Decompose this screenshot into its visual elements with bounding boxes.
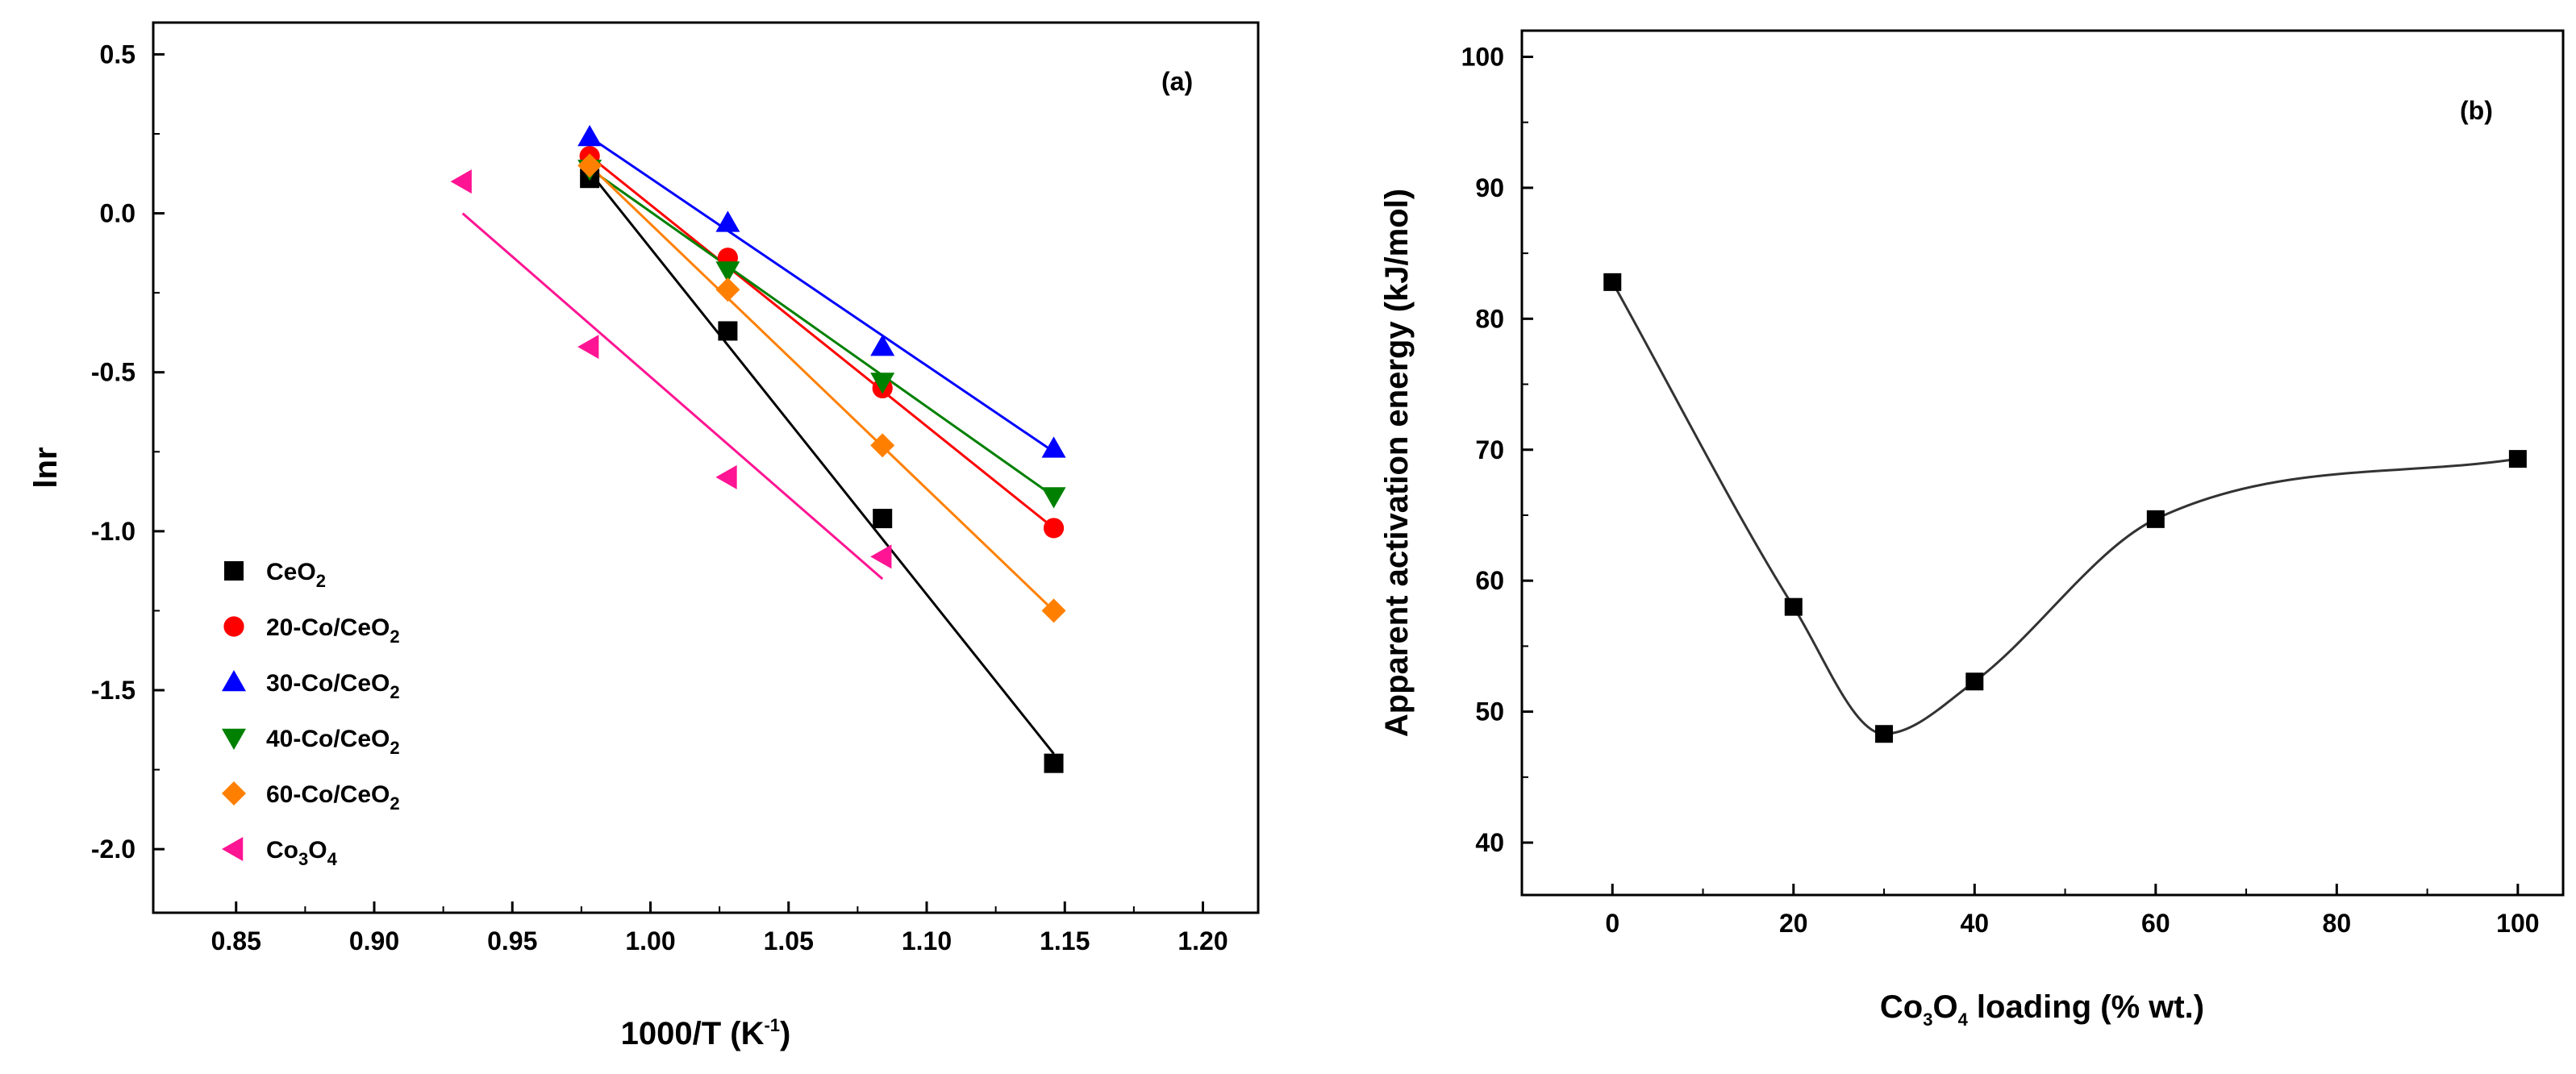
panel-b-x-tick-label: 0: [1605, 909, 1619, 938]
data-point: [2508, 450, 2527, 468]
data-point: [1875, 725, 1894, 743]
panel-b-plot-frame: [1520, 29, 2565, 897]
panel-b-x-tick-label: 40: [1961, 909, 1990, 938]
panel-a-fit-lines: [461, 135, 1055, 755]
panel-a-arrhenius-plot: 0.85 0.90 0.95 1.00 1.05 1.10 1.15 1.20 0.5 0.0 -0…: [28, 21, 1260, 1051]
legend-marker: [224, 561, 244, 581]
data-point: [1784, 597, 1803, 616]
legend-entry: 40-Co/CeO2: [266, 726, 400, 758]
legend-marker: [222, 728, 246, 750]
panel-b-curve: [1611, 281, 2519, 735]
panel-b-data-points: [1603, 273, 2527, 743]
panel-a-x-tick-label: 0.95: [487, 926, 537, 955]
fit-line: [461, 212, 884, 581]
data-point: [873, 509, 893, 529]
data-point: [2146, 510, 2165, 528]
legend-entry: 30-Co/CeO2: [266, 670, 400, 702]
series-curve: [1611, 281, 2519, 735]
panel-b-y-tick-label: 50: [1475, 697, 1504, 726]
fit-line: [589, 155, 1055, 530]
data-point: [577, 335, 599, 360]
panel-b-x-tick-label: 20: [1779, 909, 1808, 938]
panel-a-x-tick-label: 1.00: [625, 926, 675, 955]
data-point: [870, 433, 895, 458]
data-point: [1044, 753, 1064, 773]
panel-b-label: (b): [2460, 96, 2493, 125]
panel-a-y-tick-label: -1.5: [91, 676, 135, 705]
panel-a-y-tick-label: -2.0: [91, 835, 135, 864]
data-point: [1041, 436, 1066, 458]
fit-line: [589, 135, 1055, 453]
panel-b-y-tick-label: 100: [1461, 42, 1504, 71]
panel-a-legend: CeO2 20-Co/CeO2 30-Co/CeO2 40-Co/CeO2 60-Co/…: [222, 559, 400, 869]
fit-line: [589, 168, 1055, 497]
data-point: [577, 153, 602, 178]
panel-a-x-tick-label: 1.05: [764, 926, 814, 955]
panel-b-y-tick-label: 80: [1475, 304, 1504, 333]
data-point: [870, 335, 895, 356]
data-point: [718, 321, 738, 341]
panel-b-y-tick-label: 90: [1475, 173, 1504, 202]
legend-entry: Co3O4: [266, 837, 338, 869]
panel-a-x-tick-label: 1.20: [1178, 926, 1228, 955]
fit-line: [588, 171, 1055, 755]
data-point: [715, 210, 740, 232]
data-point: [1043, 518, 1065, 539]
panel-a-x-tick-label: 1.10: [902, 926, 952, 955]
panel-b-y-axis-title: Apparent activation energy (kJ/mol): [1379, 189, 1415, 737]
fit-line: [589, 164, 1055, 612]
panel-b-x-tick-label: 60: [2141, 909, 2170, 938]
panel-a-data-points: [450, 124, 1066, 773]
legend-marker: [222, 781, 246, 806]
panel-a-ticks: 0.85 0.90 0.95 1.00 1.05 1.10 1.15 1.20 0.5 0.0 -0…: [91, 40, 1228, 955]
data-point: [577, 124, 602, 147]
data-point: [715, 464, 737, 489]
panel-a-label: (a): [1161, 67, 1193, 96]
panel-a-y-tick-label: 0.0: [100, 199, 135, 228]
panel-a-x-tick-label: 0.90: [349, 926, 399, 955]
data-point: [870, 373, 895, 394]
panel-a-x-tick-label: 0.85: [211, 926, 261, 955]
data-point: [450, 169, 472, 194]
panel-b-x-tick-label: 80: [2323, 909, 2352, 938]
data-point: [1041, 598, 1066, 623]
panel-b-x-axis-title: Co3O4 loading (% wt.): [1880, 989, 2204, 1030]
panel-a-y-tick-label: 0.5: [100, 40, 135, 69]
panel-b-y-tick-label: 70: [1475, 435, 1504, 464]
panel-a-x-tick-label: 1.15: [1040, 926, 1090, 955]
panel-a-y-axis-title: lnr: [28, 447, 64, 488]
data-point: [1603, 273, 1622, 291]
legend-marker: [223, 616, 244, 637]
legend-entry: 60-Co/CeO2: [266, 781, 400, 814]
panel-b-activation-energy-plot: 0 20 40 60 80 100 40 50 60 70 80 90 100 (b) Apparent…: [1379, 29, 2565, 1030]
data-point: [1965, 672, 1984, 691]
legend-entry: CeO2: [266, 559, 326, 591]
data-point: [715, 277, 740, 302]
data-point: [715, 261, 740, 283]
legend-marker: [222, 837, 244, 861]
panel-a-y-tick-label: -0.5: [91, 358, 135, 387]
panel-a-x-axis-title: 1000/T (K-1): [621, 1015, 791, 1051]
panel-a-y-tick-label: -1.0: [91, 517, 135, 546]
panel-b-x-tick-label: 100: [2496, 909, 2539, 938]
panel-b-y-tick-label: 40: [1475, 828, 1504, 857]
legend-marker: [222, 670, 246, 692]
data-point: [1041, 487, 1066, 509]
data-point: [870, 544, 892, 569]
panel-b-ticks: 0 20 40 60 80 100 40 50 60 70 80 90 100: [1461, 42, 2540, 938]
panel-a-plot-frame: [152, 21, 1260, 914]
legend-entry: 20-Co/CeO2: [266, 614, 400, 647]
panel-b-y-tick-label: 60: [1475, 566, 1504, 595]
